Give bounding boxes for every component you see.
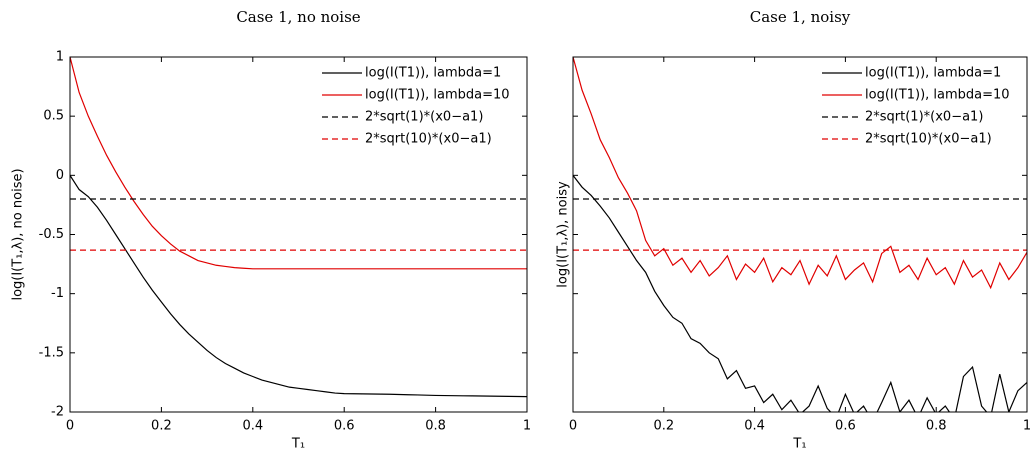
y-tick-label: -1 [51, 286, 64, 301]
x-tick-label: 0.6 [334, 419, 355, 434]
x-tick-label: 0.2 [151, 419, 172, 434]
legend-label: log(I(T1)), lambda=1 [365, 66, 501, 81]
subplot: Case 1, no noise -2 -1.5 -1 -0.5 0 0.5 1 0 0.2 0.4… [11, 8, 532, 452]
x-tick-label: 1 [1023, 419, 1031, 434]
x-tick-label: 0 [66, 419, 74, 434]
y-axis-label: log(I(T₁,λ), no noise) [11, 168, 26, 300]
legend-label: log(I(T1)), lambda=10 [865, 88, 1010, 103]
y-tick-label: 1 [56, 50, 64, 65]
legend-label: 2*sqrt(10)*(x0−a1) [865, 132, 992, 147]
legend: log(I(T1)), lambda=1 log(I(T1)), lambda=1… [322, 66, 510, 147]
series-line [573, 174, 1027, 412]
y-tick-label: -1.5 [39, 345, 64, 360]
y-axis-label: log(I(T₁,λ), noisy [556, 181, 571, 288]
series-line [573, 57, 1027, 290]
series-line [70, 175, 527, 398]
legend-label: 2*sqrt(1)*(x0−a1) [365, 110, 483, 125]
legend-label: log(I(T1)), lambda=10 [365, 88, 510, 103]
axes-frame [69, 56, 528, 413]
x-tick-label: 0.4 [744, 419, 765, 434]
legend: log(I(T1)), lambda=1 log(I(T1)), lambda=1… [822, 66, 1010, 147]
legend-label: 2*sqrt(10)*(x0−a1) [365, 132, 492, 147]
subplot: Case 1, noisy 0 0.2 0.4 0.6 0.8 1 T₁ log(I(T₁,λ)… [556, 8, 1031, 452]
y-tick-label: 0 [56, 168, 64, 183]
x-tick-label: 0.6 [835, 419, 856, 434]
legend-label: log(I(T1)), lambda=1 [865, 66, 1001, 81]
x-tick-label: 0.4 [242, 419, 263, 434]
y-tick-label: -2 [51, 405, 64, 420]
y-tick-label: -0.5 [39, 227, 64, 242]
x-tick-label: 0.8 [425, 419, 446, 434]
legend-label: 2*sqrt(1)*(x0−a1) [865, 110, 983, 125]
chart-title: Case 1, noisy [750, 8, 851, 26]
axes-frame [572, 56, 1028, 413]
series-line [70, 57, 527, 270]
x-axis-label: T₁ [792, 437, 806, 452]
x-axis-label: T₁ [291, 437, 305, 452]
x-tick-label: 0.8 [926, 419, 947, 434]
chart-title: Case 1, no noise [236, 8, 360, 26]
x-tick-label: 0 [569, 419, 577, 434]
x-tick-label: 0.2 [653, 419, 674, 434]
x-tick-label: 1 [523, 419, 531, 434]
y-tick-label: 0.5 [43, 109, 64, 124]
